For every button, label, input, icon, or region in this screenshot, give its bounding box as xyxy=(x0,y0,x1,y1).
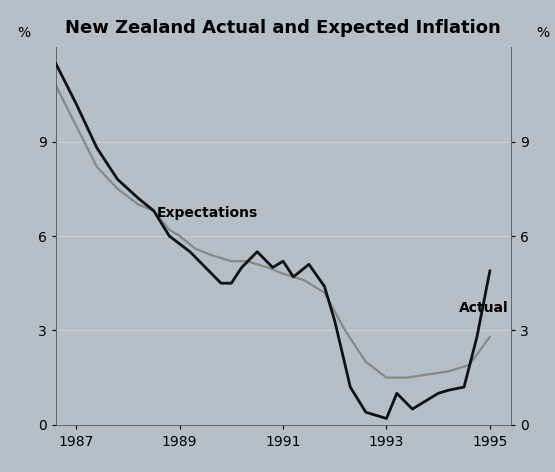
Text: Actual: Actual xyxy=(459,301,508,314)
Text: %: % xyxy=(536,25,549,40)
Text: Expectations: Expectations xyxy=(157,206,258,220)
Title: New Zealand Actual and Expected Inflation: New Zealand Actual and Expected Inflatio… xyxy=(65,19,501,37)
Text: %: % xyxy=(17,25,30,40)
